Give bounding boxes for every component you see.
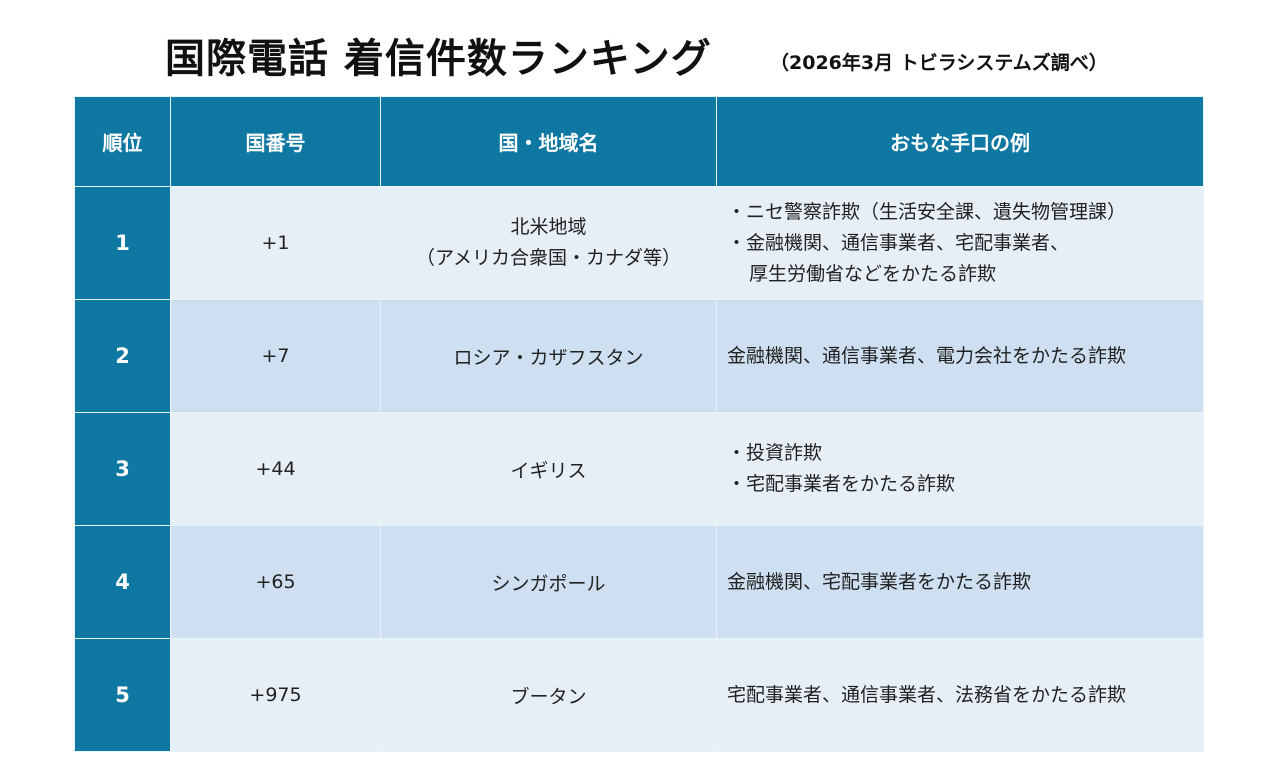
region-cell: ロシア・カザフスタン (380, 299, 717, 413)
code-cell: +7 (170, 299, 381, 413)
region-cell: イギリス (380, 412, 717, 526)
header-row: 順位 国番号 国・地域名 おもな手口の例 (74, 96, 1204, 187)
region-cell: ブータン (380, 638, 717, 752)
methods-cell: ・ニセ警察詐欺（生活安全課、遺失物管理課） ・金融機関、通信事業者、宅配事業者、… (716, 186, 1204, 300)
code-cell: +65 (170, 525, 381, 639)
methods-cell: ・投資詐欺 ・宅配事業者をかたる詐欺 (716, 412, 1204, 526)
code-cell: +975 (170, 638, 381, 752)
page-subtitle: （2026年3月 トビラシステムズ調べ） (770, 52, 1108, 74)
table-row: 5 +975 ブータン 宅配事業者、通信事業者、法務省をかたる詐欺 (74, 638, 1204, 752)
header-region: 国・地域名 (380, 96, 717, 187)
table-row: 1 +1 北米地域 （アメリカ合衆国・カナダ等） ・ニセ警察詐欺（生活安全課、遺… (74, 186, 1204, 300)
rank-cell: 1 (74, 186, 171, 300)
page-title: 国際電話 着信件数ランキング (165, 36, 712, 82)
method-line: ・投資詐欺 (727, 442, 823, 464)
table-row: 2 +7 ロシア・カザフスタン 金融機関、通信事業者、電力会社をかたる詐欺 (74, 299, 1204, 413)
ranking-table: 順位 国番号 国・地域名 おもな手口の例 1 +1 北米地域 （アメリカ合衆国・… (74, 96, 1204, 752)
rank-cell: 5 (74, 638, 171, 752)
method-line: 厚生労働省などをかたる詐欺 (749, 262, 997, 285)
region-cell: 北米地域 （アメリカ合衆国・カナダ等） (380, 186, 717, 300)
code-cell: +44 (170, 412, 381, 526)
rank-cell: 3 (74, 412, 171, 526)
table-row: 3 +44 イギリス ・投資詐欺 ・宅配事業者をかたる詐欺 (74, 412, 1204, 526)
header-methods: おもな手口の例 (716, 96, 1204, 187)
rank-cell: 2 (74, 299, 171, 413)
region-cell: シンガポール (380, 525, 717, 639)
header-rank: 順位 (74, 96, 171, 187)
table-row: 4 +65 シンガポール 金融機関、宅配事業者をかたる詐欺 (74, 525, 1204, 639)
methods-cell: 金融機関、宅配事業者をかたる詐欺 (716, 525, 1204, 639)
rank-cell: 4 (74, 525, 171, 639)
methods-cell: 宅配事業者、通信事業者、法務省をかたる詐欺 (716, 638, 1204, 752)
methods-cell: 金融機関、通信事業者、電力会社をかたる詐欺 (716, 299, 1204, 413)
region-line: （アメリカ合衆国・カナダ等） (415, 247, 682, 269)
method-line: ・宅配事業者をかたる詐欺 (727, 473, 956, 495)
region-line: 北米地域 (510, 216, 587, 238)
code-cell: +1 (170, 186, 381, 300)
method-line: ・金融機関、通信事業者、宅配事業者、 (727, 231, 1070, 254)
header-code: 国番号 (170, 96, 381, 187)
method-line: ・ニセ警察詐欺（生活安全課、遺失物管理課） (727, 200, 1127, 223)
